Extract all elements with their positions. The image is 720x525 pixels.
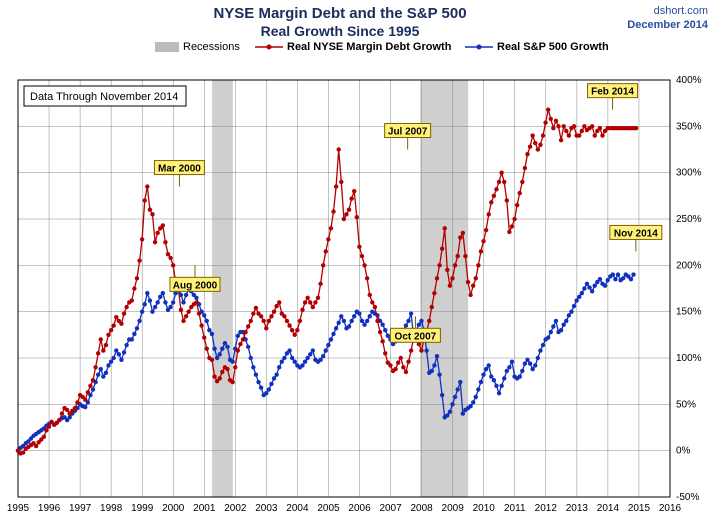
x-tick-label: 2007 <box>379 503 402 514</box>
x-tick-label: 2005 <box>317 503 340 514</box>
y-tick-label: 200% <box>676 260 702 271</box>
callout-label: Mar 2000 <box>158 164 201 175</box>
x-tick-label: 2000 <box>162 503 185 514</box>
x-tick-label: 1995 <box>7 503 30 514</box>
x-tick-label: 1996 <box>38 503 61 514</box>
note-text: Data Through November 2014 <box>30 91 178 103</box>
plot-bg <box>18 80 670 497</box>
x-tick-label: 2011 <box>504 503 526 514</box>
x-tick-label: 1998 <box>100 503 123 514</box>
legend-label-recession: Recessions <box>183 41 240 53</box>
callout-label: Oct 2007 <box>395 331 437 342</box>
callout-label: Nov 2014 <box>614 228 658 239</box>
chart-container: { "header": { "title": "NYSE Margin Debt… <box>0 0 720 525</box>
y-tick-label: 350% <box>676 121 702 132</box>
x-tick-label: 2004 <box>286 503 309 514</box>
credit-date: December 2014 <box>627 19 709 31</box>
y-tick-label: 150% <box>676 307 702 318</box>
callout-label: Aug 2000 <box>173 280 218 291</box>
y-tick-label: -50% <box>676 492 699 503</box>
x-tick-label: 2012 <box>535 503 558 514</box>
legend-label-sp500: Real S&P 500 Growth <box>497 41 609 53</box>
legend-label-margin: Real NYSE Margin Debt Growth <box>287 41 452 53</box>
x-tick-label: 2010 <box>473 503 496 514</box>
x-tick-label: 2013 <box>566 503 589 514</box>
x-tick-label: 2003 <box>255 503 278 514</box>
x-tick-label: 2009 <box>442 503 465 514</box>
legend-marker-margin <box>267 45 272 50</box>
x-tick-label: 2014 <box>597 503 620 514</box>
y-tick-label: 400% <box>676 75 702 86</box>
callout-label: Feb 2014 <box>591 87 634 98</box>
legend-swatch-recession <box>155 42 179 52</box>
x-tick-label: 2002 <box>224 503 247 514</box>
chart-svg: NYSE Margin Debt and the S&P 500Real Gro… <box>0 0 720 525</box>
y-tick-label: 250% <box>676 214 702 225</box>
recession-band <box>420 80 468 497</box>
x-tick-label: 1999 <box>131 503 154 514</box>
y-tick-label: 300% <box>676 168 702 179</box>
x-tick-label: 2001 <box>193 503 216 514</box>
x-tick-label: 2008 <box>410 503 433 514</box>
x-tick-label: 2016 <box>659 503 682 514</box>
chart-title: NYSE Margin Debt and the S&P 500 <box>213 5 466 22</box>
legend-marker-sp500 <box>477 45 482 50</box>
x-tick-label: 2006 <box>348 503 371 514</box>
callout-label: Jul 2007 <box>388 127 428 138</box>
y-tick-label: 50% <box>676 399 696 410</box>
x-tick-label: 2015 <box>628 503 651 514</box>
y-tick-label: 100% <box>676 353 702 364</box>
x-tick-label: 1997 <box>69 503 92 514</box>
y-tick-label: 0% <box>676 446 691 457</box>
credit-site: dshort.com <box>654 5 708 17</box>
chart-subtitle: Real Growth Since 1995 <box>261 23 420 39</box>
